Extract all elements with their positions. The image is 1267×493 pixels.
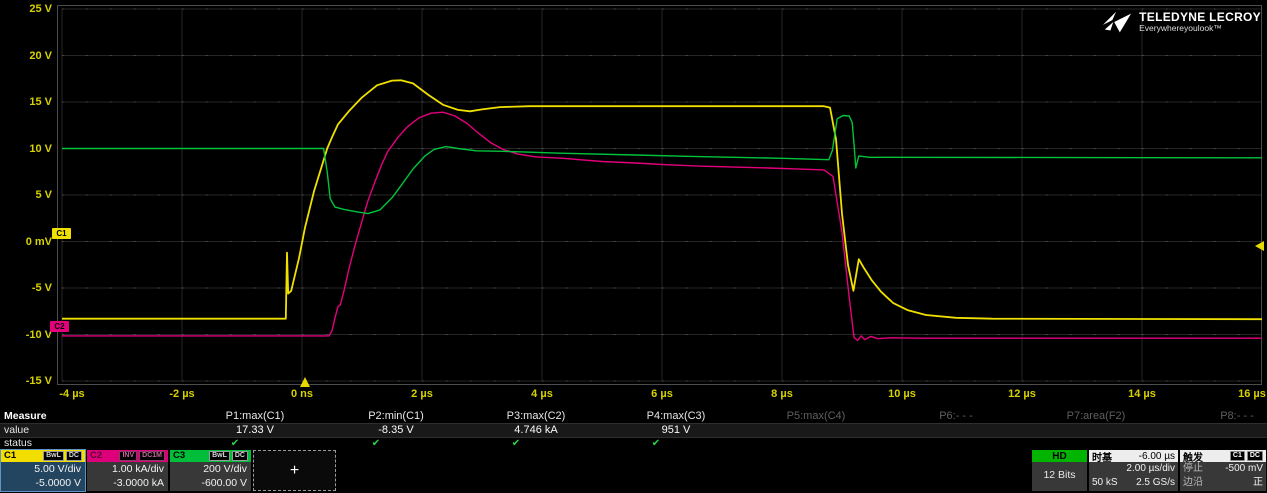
timebase-scale: 2.00 µs/div — [1126, 463, 1175, 474]
c1-zero-marker[interactable]: C1 — [52, 228, 71, 239]
add-trace-button[interactable]: + — [253, 450, 336, 491]
teledyne-arrow-icon — [1103, 11, 1132, 33]
c3-bwl-badge: BwL — [209, 451, 230, 461]
c1-header: C1 BwL DC — [1, 450, 85, 462]
c3-scale: 200 V/div — [203, 463, 247, 475]
trigger-level-marker-icon[interactable] — [1255, 241, 1264, 251]
trigger-time-marker-icon[interactable] — [300, 377, 310, 387]
y-axis-label: -5 V — [31, 282, 52, 294]
brand-subtitle: Everywhereyoulook™ — [1139, 23, 1222, 33]
x-axis-label: 12 µs — [1008, 388, 1036, 400]
y-axis-label: 25 V — [29, 3, 52, 15]
measure-status-check-icon: ✔ — [651, 438, 661, 449]
y-axis-label: -15 V — [25, 375, 52, 387]
measure-param-value: 17.33 V — [236, 424, 274, 436]
channel-c2-descriptor[interactable]: C2 INV DC1M 1.00 kA/div -3.0000 kA — [87, 450, 168, 491]
x-axis-label: 14 µs — [1128, 388, 1156, 400]
resolution-bits: 12 Bits — [1043, 469, 1076, 481]
c2-scale: 1.00 kA/div — [112, 463, 164, 475]
c2-coupling-badge: DC1M — [139, 451, 165, 461]
trigger-title: 触发 — [1183, 452, 1203, 464]
c1-scale: 5.00 V/div — [34, 463, 81, 475]
y-axis-label: 0 mV — [25, 235, 52, 248]
trigger-slope: 正 — [1253, 477, 1263, 488]
acquisition-mode-box[interactable]: HD 12 Bits — [1032, 450, 1087, 491]
measure-param-label[interactable]: P8:- - - — [1220, 410, 1254, 422]
measure-row-caption: Measure — [4, 410, 47, 422]
c3-offset: -600.00 V — [201, 477, 247, 489]
trigger-level: -500 mV — [1225, 463, 1263, 474]
x-axis-label: -2 µs — [169, 388, 195, 400]
measure-status-row: status ✔ ✔ ✔ ✔ — [0, 437, 1267, 450]
sample-count: 50 kS — [1092, 477, 1118, 488]
measure-status-check-icon: ✔ — [371, 438, 381, 449]
measure-header-row: Measure P1:max(C1) P2:min(C1) P3:max(C2) P4… — [0, 410, 1267, 423]
trigger-coupling-badge: DC — [1246, 451, 1263, 461]
measure-param-label[interactable]: P5:max(C4) — [786, 410, 846, 422]
measure-param-label[interactable]: P6:- - - — [939, 410, 973, 422]
x-axis-label: 2 µs — [411, 388, 433, 400]
trace-c1 — [62, 79, 1262, 321]
y-axis-label: -10 V — [25, 328, 52, 341]
measure-param-value: -8.35 V — [378, 424, 414, 436]
timebase-box[interactable]: 时基 -6.00 µs 2.00 µs/div 50 kS 2.5 GS/s — [1089, 450, 1178, 491]
c1-coupling-badge: DC — [65, 451, 82, 461]
measure-param-label[interactable]: P4:max(C3) — [646, 410, 706, 422]
trigger-box[interactable]: 触发 C1 DC 停止 -500 mV 边沿 正 — [1180, 450, 1266, 491]
x-axis-label: 4 µs — [531, 388, 553, 400]
timebase-title: 时基 — [1092, 452, 1112, 464]
timebase-delay: -6.00 µs — [1138, 450, 1175, 462]
trace-c2 — [62, 111, 1262, 342]
brand-logo: TELEDYNE LECROY Everywhereyoulook™ — [1102, 9, 1261, 35]
channel-c1-descriptor[interactable]: C1 BwL DC 5.00 V/div -5.0000 V — [0, 449, 86, 492]
waveform-plot — [57, 5, 1262, 385]
measure-status-check-icon: ✔ — [511, 438, 521, 449]
c2-inv-badge: INV — [119, 451, 138, 461]
x-axis-label: 16 µs — [1238, 388, 1266, 400]
c3-label: C3 — [173, 450, 186, 461]
hd-mode-label: HD — [1032, 450, 1087, 462]
y-axis-label: 20 V — [29, 49, 52, 62]
status-row-caption: status — [4, 437, 33, 449]
y-axis-label: 5 V — [35, 189, 52, 201]
measure-status-check-icon: ✔ — [230, 438, 240, 449]
x-axis-label: 6 µs — [651, 388, 673, 400]
x-axis-label: 10 µs — [888, 388, 916, 400]
c2-zero-marker[interactable]: C2 — [50, 321, 69, 332]
x-axis-label: -4 µs — [59, 388, 85, 400]
measure-param-value: 951 V — [661, 424, 691, 436]
c3-coupling-badge: DC — [231, 451, 248, 461]
measure-param-label[interactable]: P7:area(F2) — [1066, 410, 1126, 422]
measure-value-row: value 17.33 V -8.35 V 4.746 kA 951 V — [0, 423, 1267, 438]
trace-c3 — [62, 114, 1262, 215]
c3-header: C3 BwL DC — [170, 450, 251, 462]
waveform-graticule[interactable] — [57, 5, 1262, 385]
trigger-mode: 停止 — [1183, 463, 1203, 474]
c1-bwl-badge: BwL — [43, 451, 64, 461]
sample-rate: 2.5 GS/s — [1136, 477, 1175, 488]
channel-c3-descriptor[interactable]: C3 BwL DC 200 V/div -600.00 V — [170, 450, 251, 491]
c2-label: C2 — [90, 450, 103, 461]
y-axis-label: 10 V — [29, 142, 52, 155]
c1-label: C1 — [4, 450, 17, 461]
c2-offset: -3.0000 kA — [113, 477, 164, 489]
x-axis-label: 8 µs — [771, 388, 793, 400]
y-axis-label: 15 V — [29, 96, 52, 108]
c1-offset: -5.0000 V — [35, 477, 81, 489]
brand-title: TELEDYNE LECROY — [1139, 10, 1261, 24]
trigger-source-badge: C1 — [1229, 451, 1245, 461]
value-row-caption: value — [4, 424, 30, 436]
measure-param-label[interactable]: P2:min(C1) — [368, 410, 424, 422]
trigger-kind: 边沿 — [1183, 477, 1203, 488]
x-axis-label: 0 ns — [290, 388, 314, 400]
measure-param-label[interactable]: P1:max(C1) — [225, 410, 285, 422]
measure-param-value: 4.746 kA — [514, 424, 558, 436]
c2-header: C2 INV DC1M — [87, 450, 168, 462]
measure-param-label[interactable]: P3:max(C2) — [506, 410, 566, 422]
